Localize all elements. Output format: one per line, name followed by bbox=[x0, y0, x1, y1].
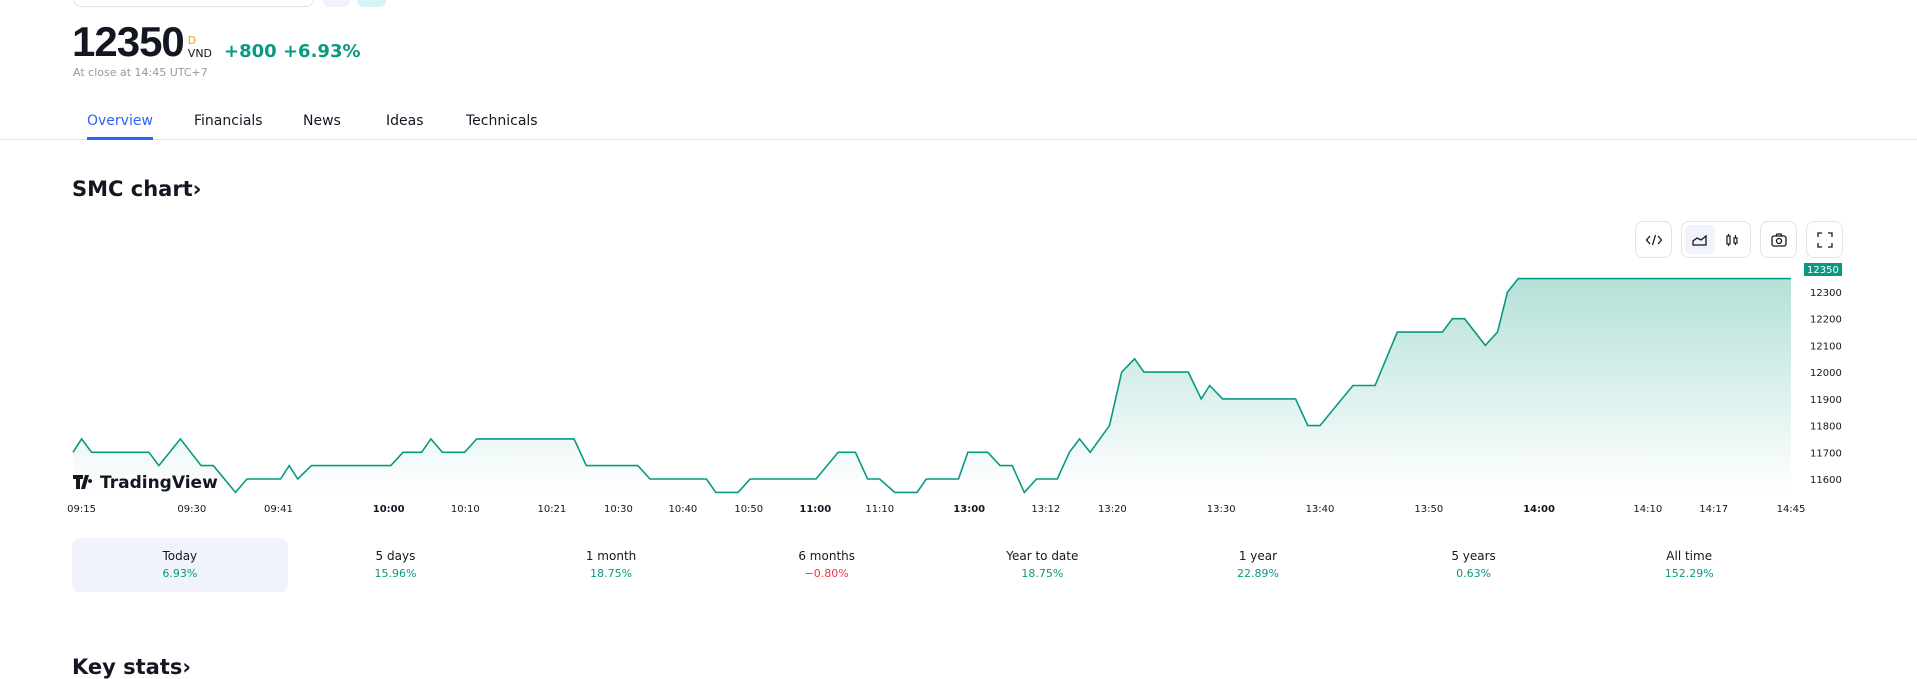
chart-section-title[interactable]: SMC chart› bbox=[72, 177, 202, 201]
y-tick-label: 12200 bbox=[1810, 315, 1842, 326]
tab-ideas[interactable]: Ideas bbox=[386, 113, 424, 129]
embed-button[interactable] bbox=[1635, 221, 1672, 258]
price-chart[interactable]: 11600 11700 11800 11900 12000 12100 12200 12300… bbox=[0, 262, 1917, 520]
x-tick-label: 13:12 bbox=[1031, 504, 1060, 515]
period-label: 1 year bbox=[1238, 549, 1278, 563]
x-tick-label: 09:41 bbox=[264, 504, 293, 515]
code-icon bbox=[1645, 234, 1662, 245]
y-tick-label: 11600 bbox=[1810, 475, 1842, 486]
x-tick-label: 14:45 bbox=[1777, 504, 1806, 515]
y-tick-label: 11900 bbox=[1810, 395, 1842, 406]
header-button-alt[interactable] bbox=[357, 0, 386, 7]
period-change: 22.89% bbox=[1236, 567, 1279, 580]
tab-overview[interactable]: Overview bbox=[87, 113, 153, 140]
fullscreen-button[interactable] bbox=[1806, 221, 1843, 258]
area-chart-icon bbox=[1692, 234, 1707, 246]
change-pct: +6.93% bbox=[282, 41, 361, 62]
tab-news[interactable]: News bbox=[303, 113, 341, 129]
candlestick-icon bbox=[1726, 233, 1738, 246]
y-tick-label: 11700 bbox=[1810, 448, 1842, 459]
x-tick-label: 14:10 bbox=[1633, 504, 1662, 515]
price-unit: D VND bbox=[188, 34, 212, 66]
area-chart-button[interactable] bbox=[1685, 225, 1715, 254]
tab-bar: Overview Financials News Ideas Technical… bbox=[0, 113, 1917, 140]
y-tick-label: 12300 bbox=[1810, 288, 1842, 299]
x-tick-label: 13:40 bbox=[1306, 504, 1335, 515]
period-change: 0.63% bbox=[1456, 567, 1492, 580]
period-change: 152.29% bbox=[1664, 567, 1714, 580]
x-tick-label: 13:20 bbox=[1098, 504, 1127, 515]
tab-technicals[interactable]: Technicals bbox=[466, 113, 538, 129]
period-change: 6.93% bbox=[162, 567, 198, 580]
period-year-to-date[interactable]: Year to date 18.75% bbox=[935, 538, 1151, 592]
period-change: 18.75% bbox=[1021, 567, 1064, 580]
delayed-flag: D bbox=[187, 34, 197, 47]
key-stats-title[interactable]: Key stats› bbox=[72, 655, 192, 679]
price-change: +800 +6.93% bbox=[224, 41, 360, 66]
y-tick-label: 12000 bbox=[1810, 368, 1842, 379]
tradingview-watermark: TradingView bbox=[73, 473, 218, 493]
x-tick-label: 13:00 bbox=[953, 504, 985, 515]
period-change: −0.80% bbox=[804, 567, 849, 580]
camera-icon bbox=[1770, 232, 1787, 247]
chart-type-toggle bbox=[1681, 221, 1751, 258]
symbol-search-box[interactable] bbox=[73, 0, 314, 7]
price-area-fill bbox=[73, 278, 1791, 493]
period-change: 15.96% bbox=[374, 567, 417, 580]
currency: VND bbox=[187, 47, 213, 60]
x-tick-label: 10:40 bbox=[668, 504, 697, 515]
market-status: At close at 14:45 UTC+7 bbox=[73, 66, 208, 79]
period-label: Today bbox=[162, 549, 198, 563]
price-row: 12350 D VND +800 +6.93% bbox=[72, 18, 361, 66]
period-all-time[interactable]: All time 152.29% bbox=[1581, 538, 1797, 592]
x-tick-label: 09:30 bbox=[177, 504, 206, 515]
candlestick-button[interactable] bbox=[1717, 225, 1747, 254]
fullscreen-icon bbox=[1816, 231, 1833, 248]
x-tick-label: 14:17 bbox=[1699, 504, 1728, 515]
x-tick-label: 13:30 bbox=[1207, 504, 1236, 515]
tab-financials[interactable]: Financials bbox=[194, 113, 263, 129]
y-tick-label: 11800 bbox=[1810, 422, 1842, 433]
x-tick-label: 10:00 bbox=[373, 504, 405, 515]
last-price: 12350 bbox=[72, 18, 185, 65]
period-1-month[interactable]: 1 month 18.75% bbox=[503, 538, 719, 592]
y-tick-label: 12100 bbox=[1810, 341, 1842, 352]
x-tick-label: 11:00 bbox=[799, 504, 831, 515]
period-5-days[interactable]: 5 days 15.96% bbox=[288, 538, 504, 592]
period-label: 6 months bbox=[798, 549, 856, 563]
x-tick-label: 13:50 bbox=[1414, 504, 1443, 515]
last-price-badge bbox=[1804, 263, 1842, 276]
period-change: 18.75% bbox=[590, 567, 633, 580]
period-label: 1 month bbox=[585, 549, 637, 563]
header-button[interactable] bbox=[323, 0, 350, 7]
watermark-text: TradingView bbox=[100, 473, 218, 493]
period-label: 5 days bbox=[375, 549, 416, 563]
x-tick-label: 10:10 bbox=[451, 504, 480, 515]
x-tick-label: 10:30 bbox=[604, 504, 633, 515]
period-label: Year to date bbox=[1006, 549, 1079, 563]
period-selector: Today 6.93% 5 days 15.96% 1 month 18.75% 6 mon… bbox=[72, 538, 1797, 592]
period-today[interactable]: Today 6.93% bbox=[72, 538, 288, 592]
change-abs: +800 bbox=[224, 41, 277, 62]
x-tick-label: 10:21 bbox=[537, 504, 566, 515]
price-line bbox=[72, 277, 1791, 494]
snapshot-button[interactable] bbox=[1760, 221, 1797, 258]
period-1-year[interactable]: 1 year 22.89% bbox=[1150, 538, 1366, 592]
x-tick-label: 10:50 bbox=[734, 504, 763, 515]
period-5-years[interactable]: 5 years 0.63% bbox=[1366, 538, 1582, 592]
x-tick-label: 14:00 bbox=[1523, 504, 1555, 515]
period-label: All time bbox=[1666, 549, 1713, 563]
period-6-months[interactable]: 6 months −0.80% bbox=[719, 538, 935, 592]
period-label: 5 years bbox=[1451, 549, 1496, 563]
x-tick-label: 09:15 bbox=[67, 504, 96, 515]
x-tick-label: 11:10 bbox=[865, 504, 894, 515]
last-price-label: 12350 bbox=[1807, 265, 1839, 276]
